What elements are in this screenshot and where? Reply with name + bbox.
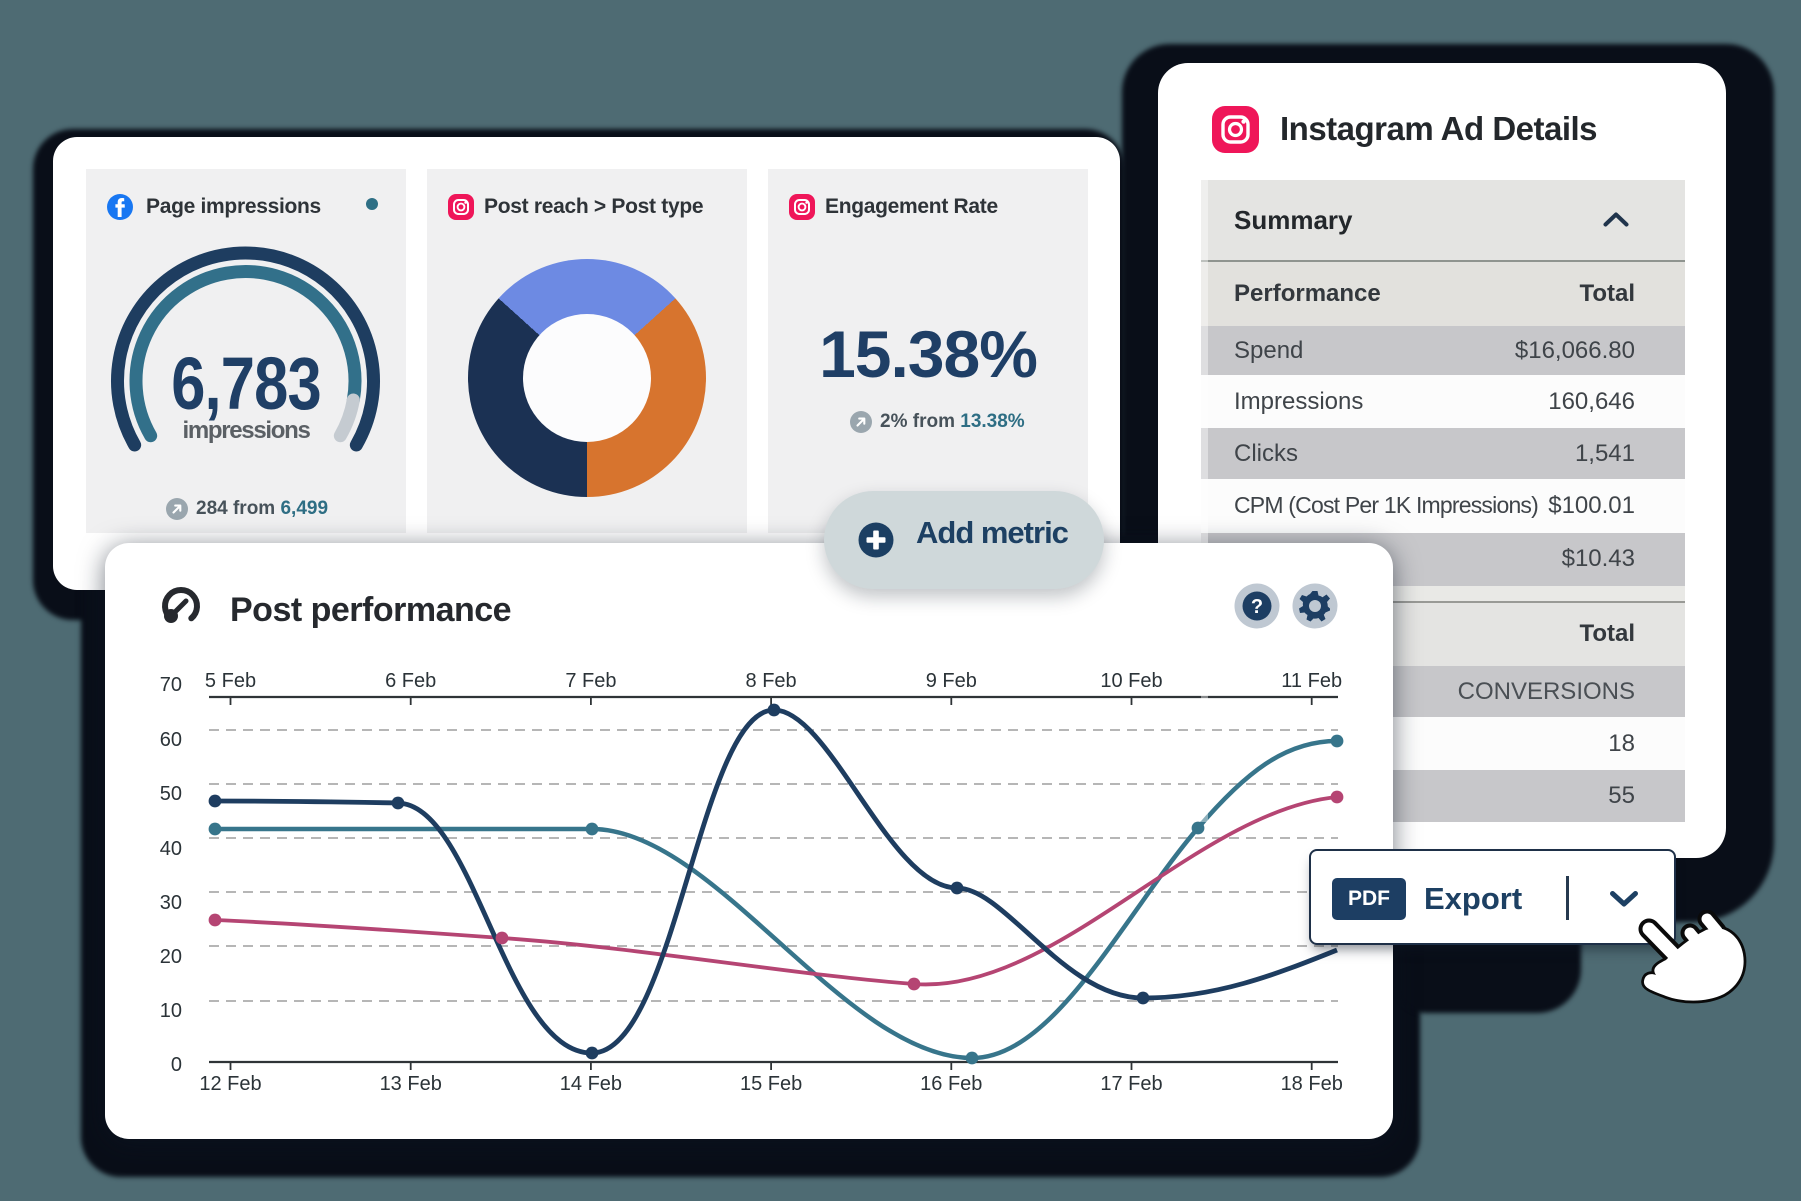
- svg-text:?: ?: [1251, 596, 1263, 618]
- svg-text:14 Feb: 14 Feb: [560, 1073, 622, 1095]
- svg-text:9 Feb: 9 Feb: [926, 670, 977, 692]
- svg-text:50: 50: [160, 783, 182, 805]
- svg-text:11 Feb: 11 Feb: [1281, 670, 1342, 692]
- svg-text:17 Feb: 17 Feb: [1100, 1073, 1162, 1095]
- svg-text:60: 60: [160, 729, 182, 751]
- svg-text:6 Feb: 6 Feb: [385, 670, 436, 692]
- svg-text:20: 20: [160, 946, 182, 968]
- svg-text:15 Feb: 15 Feb: [740, 1073, 802, 1095]
- svg-text:10 Feb: 10 Feb: [1100, 670, 1162, 692]
- svg-text:10: 10: [160, 1000, 182, 1022]
- svg-text:40: 40: [160, 838, 182, 860]
- svg-text:8 Feb: 8 Feb: [746, 670, 797, 692]
- svg-text:16 Feb: 16 Feb: [920, 1073, 982, 1095]
- svg-text:7 Feb: 7 Feb: [565, 670, 616, 692]
- svg-text:70: 70: [160, 674, 182, 696]
- svg-text:30: 30: [160, 892, 182, 914]
- svg-text:5 Feb: 5 Feb: [205, 670, 256, 692]
- svg-text:13 Feb: 13 Feb: [380, 1073, 442, 1095]
- svg-text:Post performance: Post performance: [230, 591, 511, 629]
- svg-text:18 Feb: 18 Feb: [1281, 1073, 1343, 1095]
- svg-text:12 Feb: 12 Feb: [199, 1073, 261, 1095]
- svg-text:0: 0: [171, 1054, 182, 1076]
